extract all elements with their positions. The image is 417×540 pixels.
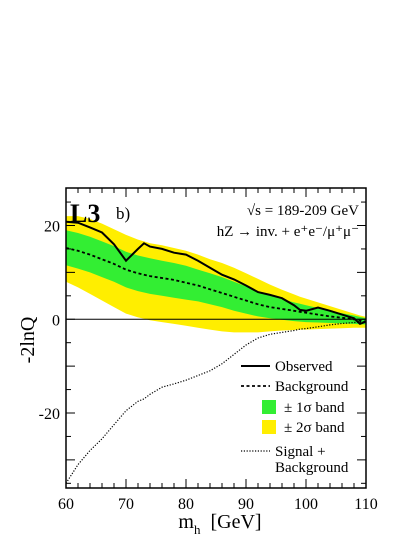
signal-background-line [66, 321, 366, 484]
energy-label: √s = 189-209 GeV [247, 203, 359, 219]
band-1sigma [66, 230, 366, 325]
observed-line [66, 220, 366, 326]
y-tick-label: 0 [52, 312, 60, 329]
legend-signal-label-1: Signal + [275, 444, 326, 460]
x-axis-label-sub: h [194, 522, 201, 537]
plot-frame [65, 187, 367, 489]
y-axis: -20 0 20 [39, 201, 366, 484]
y-axis-label: -2lnQ [17, 316, 39, 363]
x-tick-label: 80 [178, 496, 194, 513]
legend-background-label: Background [275, 379, 349, 395]
x-tick-label: 100 [294, 496, 318, 513]
legend-observed-label: Observed [275, 359, 333, 375]
background-line [66, 247, 366, 323]
channel-label: hZ → inv. + e⁺e⁻/μ⁺μ⁻ [217, 224, 359, 240]
x-tick-label: 110 [354, 496, 377, 513]
x-axis: 60 70 80 90 100 110 [58, 188, 378, 513]
x-axis-label-main: m [178, 511, 194, 533]
x-tick-label: 90 [238, 496, 254, 513]
legend: Observed Background ± 1σ band ± 2σ band … [241, 359, 349, 476]
experiment-label: L3 [70, 199, 100, 228]
x-tick-label: 60 [58, 496, 74, 513]
legend-signal-label-2: Background [275, 460, 349, 476]
x-axis-label: mh [GeV] [178, 511, 261, 537]
panel-label: b) [116, 204, 130, 223]
legend-band2-swatch [262, 420, 276, 434]
legend-band1-swatch [262, 400, 276, 414]
y-tick-label: 20 [44, 219, 60, 236]
x-axis-label-unit: [GeV] [210, 511, 261, 533]
x-tick-label: 70 [118, 496, 134, 513]
legend-band1-label: ± 1σ band [284, 400, 345, 416]
legend-band2-label: ± 2σ band [284, 420, 345, 436]
y-tick-label: -20 [39, 406, 60, 423]
